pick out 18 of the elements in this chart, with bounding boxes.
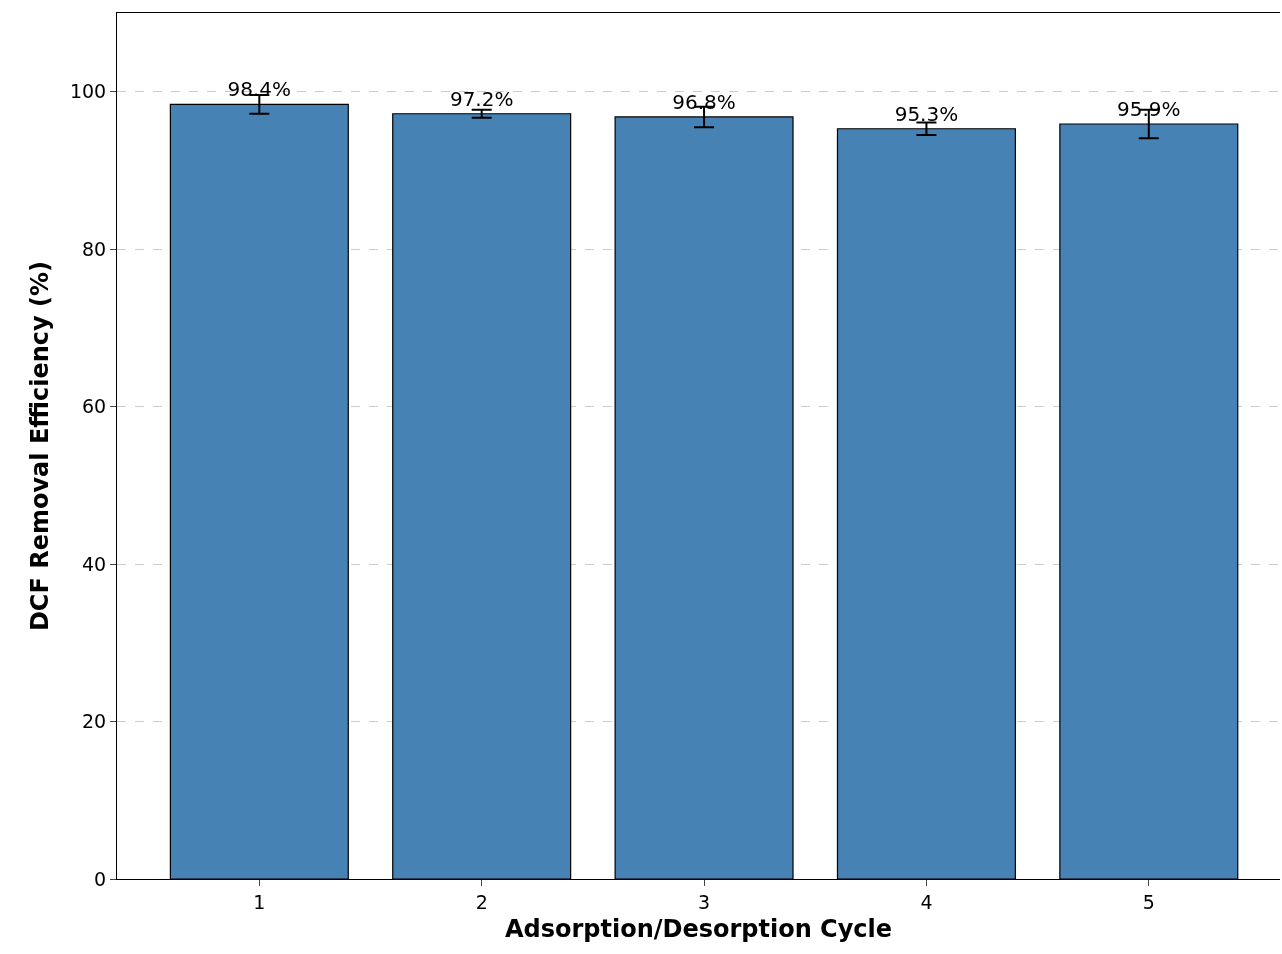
data-label: 97.2%: [449, 86, 514, 111]
x-tick-label: 5: [1142, 890, 1155, 913]
x-tick-label: 4: [920, 890, 933, 913]
y-tick-label: 0: [94, 867, 107, 890]
x-axis-title: Adsorption/Desorption Cycle: [504, 915, 893, 944]
data-label: 98.4%: [227, 77, 292, 102]
y-axis-title: DCF Removal Efficiency (%): [26, 260, 55, 632]
y-tick-label: 100: [69, 80, 107, 103]
y-tick-label: 20: [82, 710, 107, 733]
x-tick-label: 3: [698, 890, 711, 913]
y-tick-label: 80: [82, 237, 107, 260]
y-tick-label: 60: [82, 395, 107, 418]
x-tick-label: 2: [475, 890, 488, 913]
data-label: 96.8%: [672, 89, 736, 114]
data-label: 95.9%: [1117, 97, 1181, 122]
x-tick-label: 1: [253, 890, 266, 913]
data-label: 95.3%: [894, 101, 959, 126]
y-tick-label: 40: [82, 552, 107, 575]
